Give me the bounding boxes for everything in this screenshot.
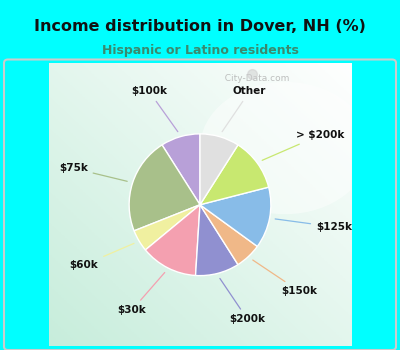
Text: Hispanic or Latino residents: Hispanic or Latino residents bbox=[102, 44, 298, 57]
Text: $100k: $100k bbox=[131, 86, 178, 132]
Wedge shape bbox=[162, 134, 200, 205]
Wedge shape bbox=[200, 145, 269, 205]
Wedge shape bbox=[145, 205, 200, 275]
Ellipse shape bbox=[200, 82, 370, 214]
Text: Income distribution in Dover, NH (%): Income distribution in Dover, NH (%) bbox=[34, 19, 366, 34]
Text: $60k: $60k bbox=[70, 243, 134, 270]
Text: $75k: $75k bbox=[59, 163, 127, 181]
Wedge shape bbox=[200, 205, 257, 265]
Text: $30k: $30k bbox=[118, 273, 165, 315]
Wedge shape bbox=[196, 205, 238, 275]
Wedge shape bbox=[134, 205, 200, 250]
Wedge shape bbox=[129, 145, 200, 231]
Text: > $200k: > $200k bbox=[262, 130, 344, 160]
Wedge shape bbox=[200, 134, 238, 205]
Text: City-Data.com: City-Data.com bbox=[219, 74, 290, 83]
Wedge shape bbox=[200, 187, 271, 246]
Text: Other: Other bbox=[222, 86, 266, 132]
Text: $125k: $125k bbox=[275, 219, 352, 232]
Text: $150k: $150k bbox=[253, 260, 317, 296]
Text: $200k: $200k bbox=[220, 279, 265, 324]
